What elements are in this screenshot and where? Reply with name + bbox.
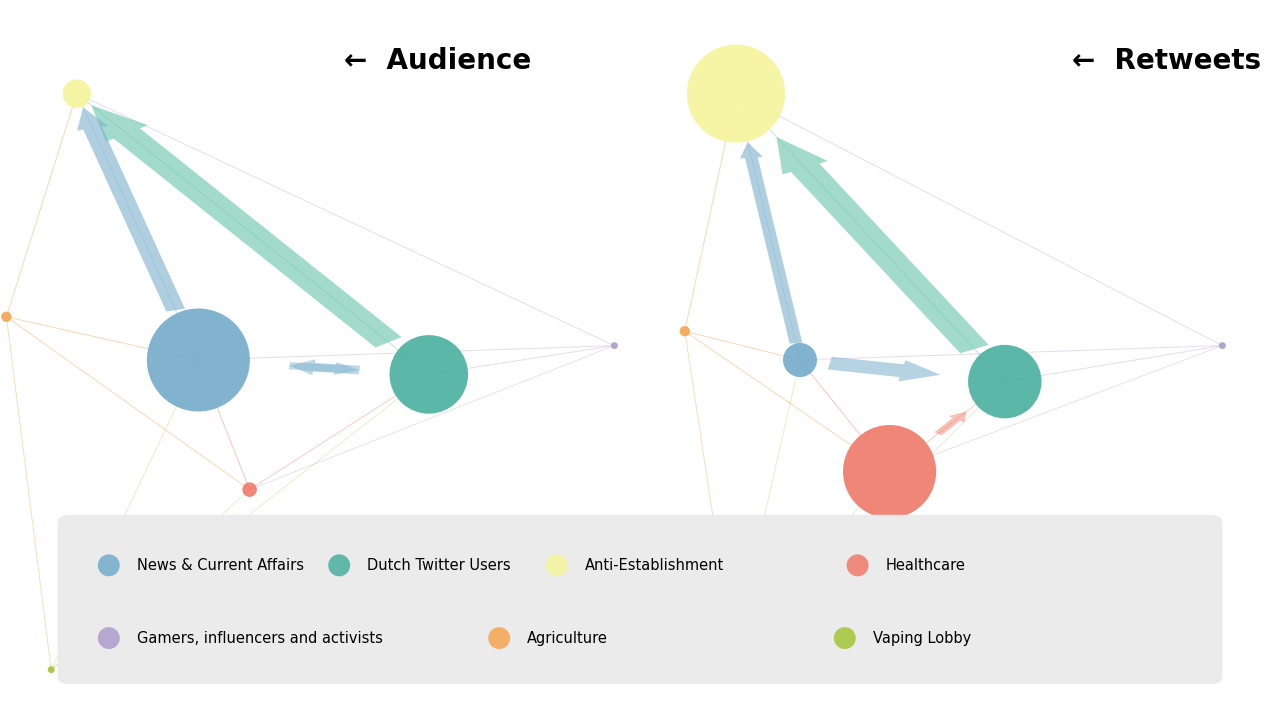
Point bbox=[790, 354, 810, 366]
Text: Vaping Lobby: Vaping Lobby bbox=[873, 631, 972, 646]
FancyArrow shape bbox=[289, 359, 360, 375]
Text: ←  Audience: ← Audience bbox=[344, 47, 531, 75]
Point bbox=[723, 646, 744, 657]
Point bbox=[726, 88, 746, 99]
FancyArrow shape bbox=[828, 357, 941, 382]
Point bbox=[67, 88, 87, 99]
FancyArrow shape bbox=[91, 105, 402, 348]
Point bbox=[879, 466, 900, 477]
Point bbox=[835, 632, 855, 644]
Text: Dutch Twitter Users: Dutch Twitter Users bbox=[367, 558, 511, 573]
FancyArrow shape bbox=[77, 107, 184, 312]
Text: Gamers, influencers and activists: Gamers, influencers and activists bbox=[137, 631, 383, 646]
Text: Agriculture: Agriculture bbox=[527, 631, 608, 646]
FancyArrow shape bbox=[934, 411, 966, 436]
Point bbox=[329, 559, 349, 571]
Point bbox=[0, 311, 17, 323]
Point bbox=[99, 559, 119, 571]
FancyArrow shape bbox=[289, 362, 360, 375]
FancyBboxPatch shape bbox=[58, 515, 1222, 684]
Text: News & Current Affairs: News & Current Affairs bbox=[137, 558, 303, 573]
Point bbox=[188, 354, 209, 366]
Point bbox=[847, 559, 868, 571]
Point bbox=[489, 632, 509, 644]
Point bbox=[995, 376, 1015, 387]
Point bbox=[99, 632, 119, 644]
Point bbox=[239, 484, 260, 495]
Point bbox=[604, 340, 625, 351]
Point bbox=[1212, 340, 1233, 351]
FancyArrow shape bbox=[740, 143, 803, 343]
Point bbox=[547, 559, 567, 571]
Text: Anti-Establishment: Anti-Establishment bbox=[585, 558, 724, 573]
Point bbox=[41, 664, 61, 675]
Point bbox=[675, 325, 695, 337]
Text: Healthcare: Healthcare bbox=[886, 558, 965, 573]
FancyArrow shape bbox=[777, 137, 988, 354]
Point bbox=[419, 369, 439, 380]
Text: ←  Retweets: ← Retweets bbox=[1071, 47, 1261, 75]
